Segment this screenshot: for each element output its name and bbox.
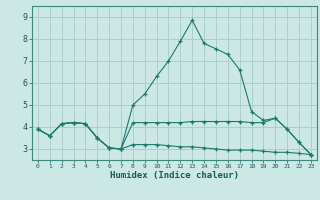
X-axis label: Humidex (Indice chaleur): Humidex (Indice chaleur) [110,171,239,180]
